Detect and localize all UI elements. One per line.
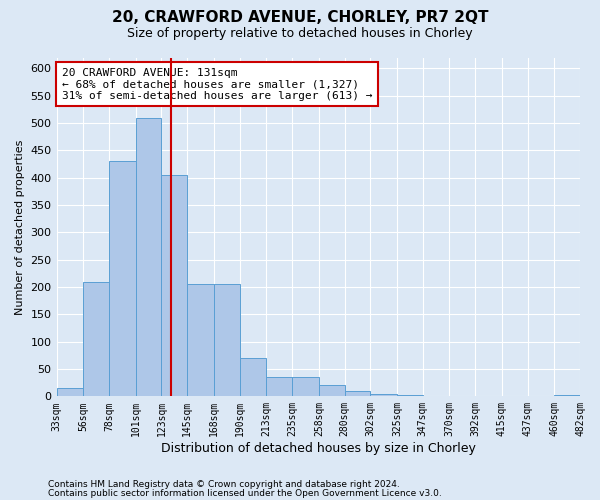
Text: Size of property relative to detached houses in Chorley: Size of property relative to detached ho… bbox=[127, 28, 473, 40]
Bar bbox=[292, 377, 319, 396]
Bar bbox=[56, 388, 83, 396]
Bar bbox=[109, 162, 136, 396]
Bar bbox=[83, 282, 109, 397]
Bar bbox=[214, 284, 239, 397]
Bar bbox=[187, 284, 214, 397]
Bar bbox=[239, 358, 266, 397]
Text: Contains public sector information licensed under the Open Government Licence v3: Contains public sector information licen… bbox=[48, 489, 442, 498]
Y-axis label: Number of detached properties: Number of detached properties bbox=[15, 139, 25, 314]
Bar bbox=[397, 395, 422, 396]
Text: 20 CRAWFORD AVENUE: 131sqm
← 68% of detached houses are smaller (1,327)
31% of s: 20 CRAWFORD AVENUE: 131sqm ← 68% of deta… bbox=[62, 68, 372, 101]
Bar bbox=[370, 394, 397, 396]
X-axis label: Distribution of detached houses by size in Chorley: Distribution of detached houses by size … bbox=[161, 442, 476, 455]
Bar bbox=[319, 386, 344, 396]
Bar bbox=[266, 377, 292, 396]
Text: 20, CRAWFORD AVENUE, CHORLEY, PR7 2QT: 20, CRAWFORD AVENUE, CHORLEY, PR7 2QT bbox=[112, 10, 488, 25]
Text: Contains HM Land Registry data © Crown copyright and database right 2024.: Contains HM Land Registry data © Crown c… bbox=[48, 480, 400, 489]
Bar bbox=[161, 175, 187, 396]
Bar bbox=[136, 118, 161, 396]
Bar bbox=[554, 395, 580, 396]
Bar bbox=[344, 391, 370, 396]
